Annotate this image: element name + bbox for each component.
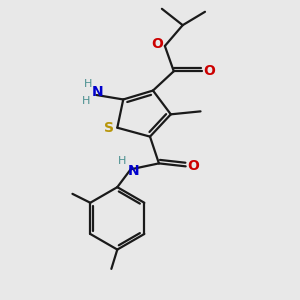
Text: O: O — [152, 38, 164, 52]
Text: N: N — [128, 164, 140, 178]
Text: S: S — [104, 121, 114, 135]
Text: H: H — [84, 79, 92, 89]
Text: O: O — [203, 64, 215, 78]
Text: H: H — [82, 96, 90, 106]
Text: H: H — [118, 156, 127, 166]
Text: N: N — [92, 85, 104, 99]
Text: O: O — [187, 159, 199, 173]
